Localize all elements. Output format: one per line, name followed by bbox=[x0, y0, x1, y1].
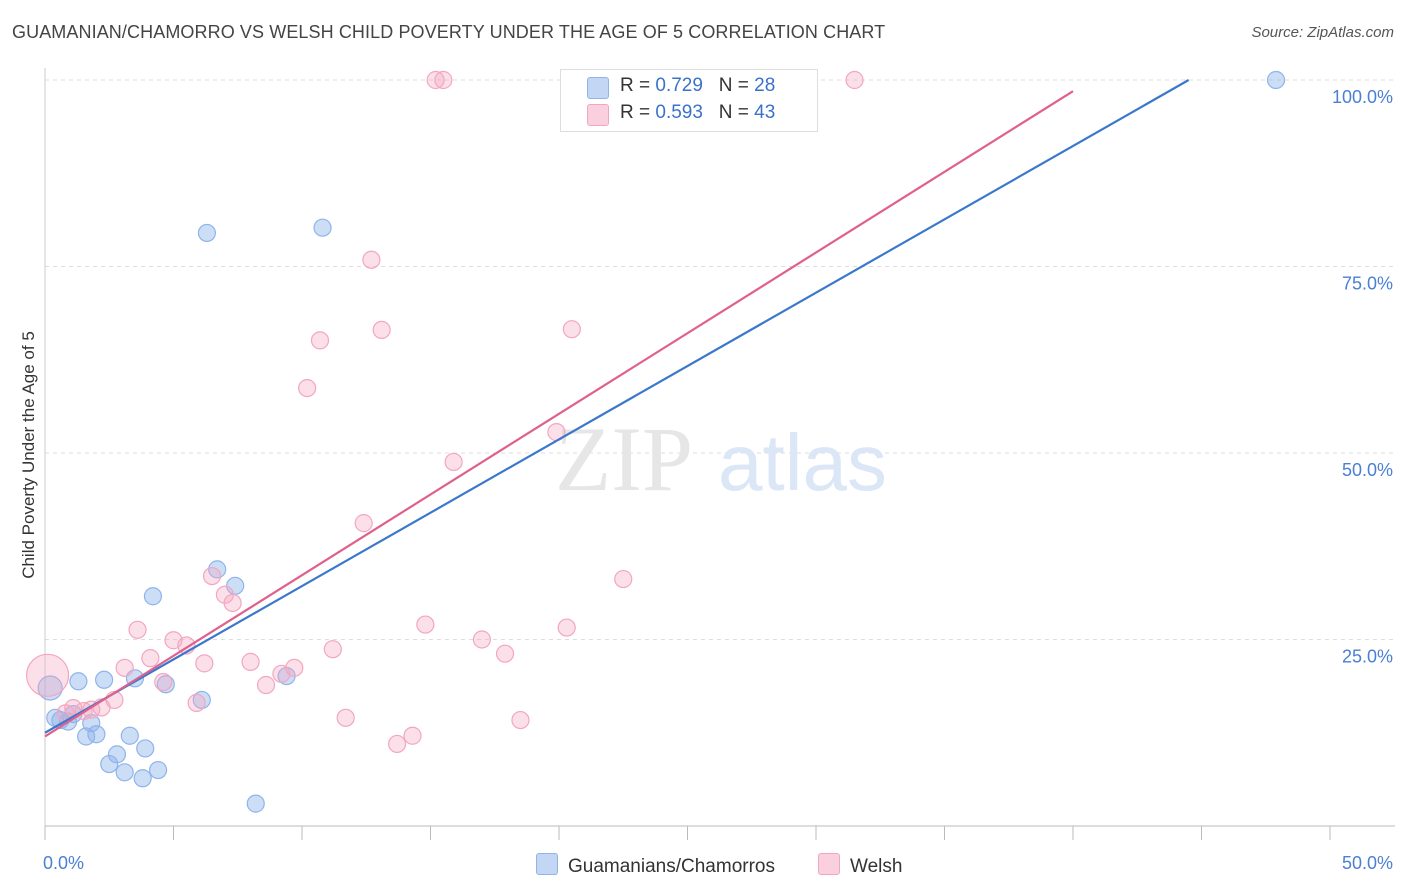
legend-r-value-welsh: 0.593 bbox=[655, 102, 703, 123]
legend-n-value-guamanian: 28 bbox=[754, 75, 776, 96]
welsh-point bbox=[354, 514, 373, 533]
guamanian-point bbox=[115, 763, 134, 782]
watermark-atlas: atlas bbox=[718, 418, 887, 507]
source-label: Source: ZipAtlas.com bbox=[1251, 24, 1394, 41]
welsh-point bbox=[403, 726, 422, 745]
guamanian-point bbox=[1266, 70, 1286, 90]
welsh-point bbox=[336, 708, 355, 727]
welsh-point bbox=[195, 654, 214, 673]
legend-r-label: R = bbox=[620, 75, 651, 96]
welsh-legend-label: Welsh bbox=[850, 856, 903, 877]
welsh-point bbox=[141, 649, 160, 668]
correlation-legend: R = 0.729 N = 28 R = 0.593 N = 43 bbox=[560, 69, 818, 132]
x-tick-label: 50.0% bbox=[1342, 853, 1393, 873]
welsh-point bbox=[372, 320, 391, 340]
guamanian-point bbox=[133, 769, 152, 788]
guamanian-legend-swatch bbox=[536, 853, 558, 875]
watermark-zip: ZIP bbox=[555, 408, 693, 510]
y-tick-label: 100.0% bbox=[1332, 87, 1393, 107]
guamanian-point bbox=[313, 218, 332, 237]
tick-labels: 25.0% 50.0% 75.0% 100.0% 0.0% 50.0% bbox=[43, 87, 1393, 873]
legend-n-value-welsh: 43 bbox=[754, 102, 776, 123]
watermark: ZIP atlas bbox=[555, 408, 887, 510]
welsh-legend-swatch bbox=[818, 853, 840, 875]
guamanian-point bbox=[197, 223, 217, 243]
guamanian-point bbox=[100, 754, 119, 774]
legend-n-label: N = bbox=[718, 75, 749, 96]
welsh-point bbox=[444, 452, 463, 472]
guamanian-point bbox=[148, 760, 168, 780]
welsh-point bbox=[562, 320, 581, 339]
welsh-point bbox=[362, 250, 381, 269]
legend-r-value-guamanian: 0.729 bbox=[655, 75, 703, 96]
guamanian-point bbox=[136, 739, 155, 758]
guamanian-swatch bbox=[587, 77, 609, 99]
welsh-swatch bbox=[587, 104, 609, 126]
y-tick-label: 25.0% bbox=[1342, 647, 1393, 667]
welsh-point bbox=[310, 331, 330, 350]
welsh-point bbox=[285, 658, 304, 677]
welsh-point bbox=[128, 620, 147, 639]
welsh-point bbox=[256, 675, 276, 695]
guamanian-point bbox=[87, 725, 106, 744]
guamanian-point bbox=[143, 587, 163, 606]
welsh-point bbox=[614, 569, 633, 589]
trend-lines bbox=[44, 79, 1190, 738]
guamanian-point bbox=[156, 675, 175, 694]
welsh-point bbox=[845, 70, 864, 90]
welsh-point bbox=[223, 593, 242, 613]
welsh-point bbox=[187, 693, 206, 713]
bottom-legend-guamanian: Guamanians/Chamorros bbox=[536, 853, 775, 878]
welsh-point bbox=[387, 734, 407, 754]
chart-title: GUAMANIAN/CHAMORRO VS WELSH CHILD POVERT… bbox=[12, 22, 886, 42]
guamanian-point bbox=[246, 794, 265, 813]
y-axis-label: Child Poverty Under the Age of 5 bbox=[19, 331, 38, 579]
welsh-point bbox=[416, 615, 435, 634]
welsh-point bbox=[241, 652, 260, 671]
welsh-point bbox=[25, 653, 70, 697]
welsh-point bbox=[434, 70, 453, 90]
welsh-point bbox=[115, 658, 134, 677]
welsh-point bbox=[557, 618, 576, 637]
welsh-point bbox=[323, 640, 342, 659]
guamanian-point bbox=[120, 726, 139, 745]
welsh-points bbox=[25, 70, 864, 754]
welsh-point bbox=[154, 672, 173, 692]
guamanian-point bbox=[107, 745, 127, 764]
axes bbox=[44, 68, 1395, 840]
bottom-legend-welsh: Welsh bbox=[818, 853, 902, 878]
legend-n-label: N = bbox=[718, 102, 749, 123]
welsh-point bbox=[298, 378, 317, 398]
legend-r-label: R = bbox=[620, 102, 651, 123]
guamanian-point bbox=[95, 670, 114, 689]
welsh-point bbox=[426, 70, 445, 90]
welsh-point bbox=[495, 644, 515, 663]
welsh-point bbox=[202, 566, 222, 586]
guamanian-point bbox=[69, 672, 88, 691]
welsh-trend-line bbox=[44, 90, 1074, 738]
y-tick-label: 75.0% bbox=[1342, 274, 1393, 294]
guamanian-point bbox=[192, 690, 211, 710]
guamanian-legend-label: Guamanians/Chamorros bbox=[568, 856, 775, 877]
guamanian-trend-line bbox=[44, 79, 1190, 734]
x-tick-label: 0.0% bbox=[43, 853, 84, 873]
y-tick-label: 50.0% bbox=[1342, 460, 1393, 480]
welsh-point bbox=[472, 630, 491, 649]
welsh-point bbox=[511, 710, 530, 730]
gridlines bbox=[45, 79, 1395, 640]
